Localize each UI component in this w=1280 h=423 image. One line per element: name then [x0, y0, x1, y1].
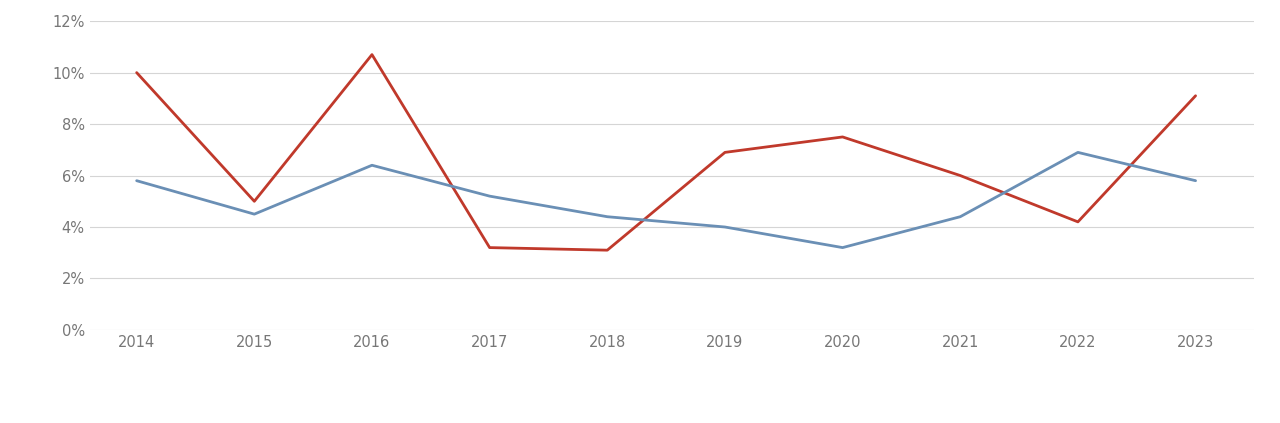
Entry	[599, 247, 614, 253]
Entry	[952, 173, 968, 178]
Entry	[129, 70, 145, 75]
Entry	[1070, 220, 1085, 225]
Headline CPI	[952, 214, 968, 219]
Headline CPI	[835, 245, 850, 250]
Headline CPI	[483, 194, 498, 199]
Entry	[483, 245, 498, 250]
Entry	[1188, 93, 1203, 98]
Headline CPI	[717, 225, 732, 230]
Headline CPI	[247, 212, 262, 217]
Line: Headline CPI: Headline CPI	[137, 152, 1196, 247]
Entry	[717, 150, 732, 155]
Headline CPI	[365, 163, 380, 168]
Entry	[247, 199, 262, 204]
Headline CPI	[129, 178, 145, 183]
Headline CPI	[1188, 178, 1203, 183]
Headline CPI	[1070, 150, 1085, 155]
Headline CPI	[599, 214, 614, 219]
Line: Entry: Entry	[137, 55, 1196, 250]
Entry	[835, 135, 850, 140]
Entry	[365, 52, 380, 57]
